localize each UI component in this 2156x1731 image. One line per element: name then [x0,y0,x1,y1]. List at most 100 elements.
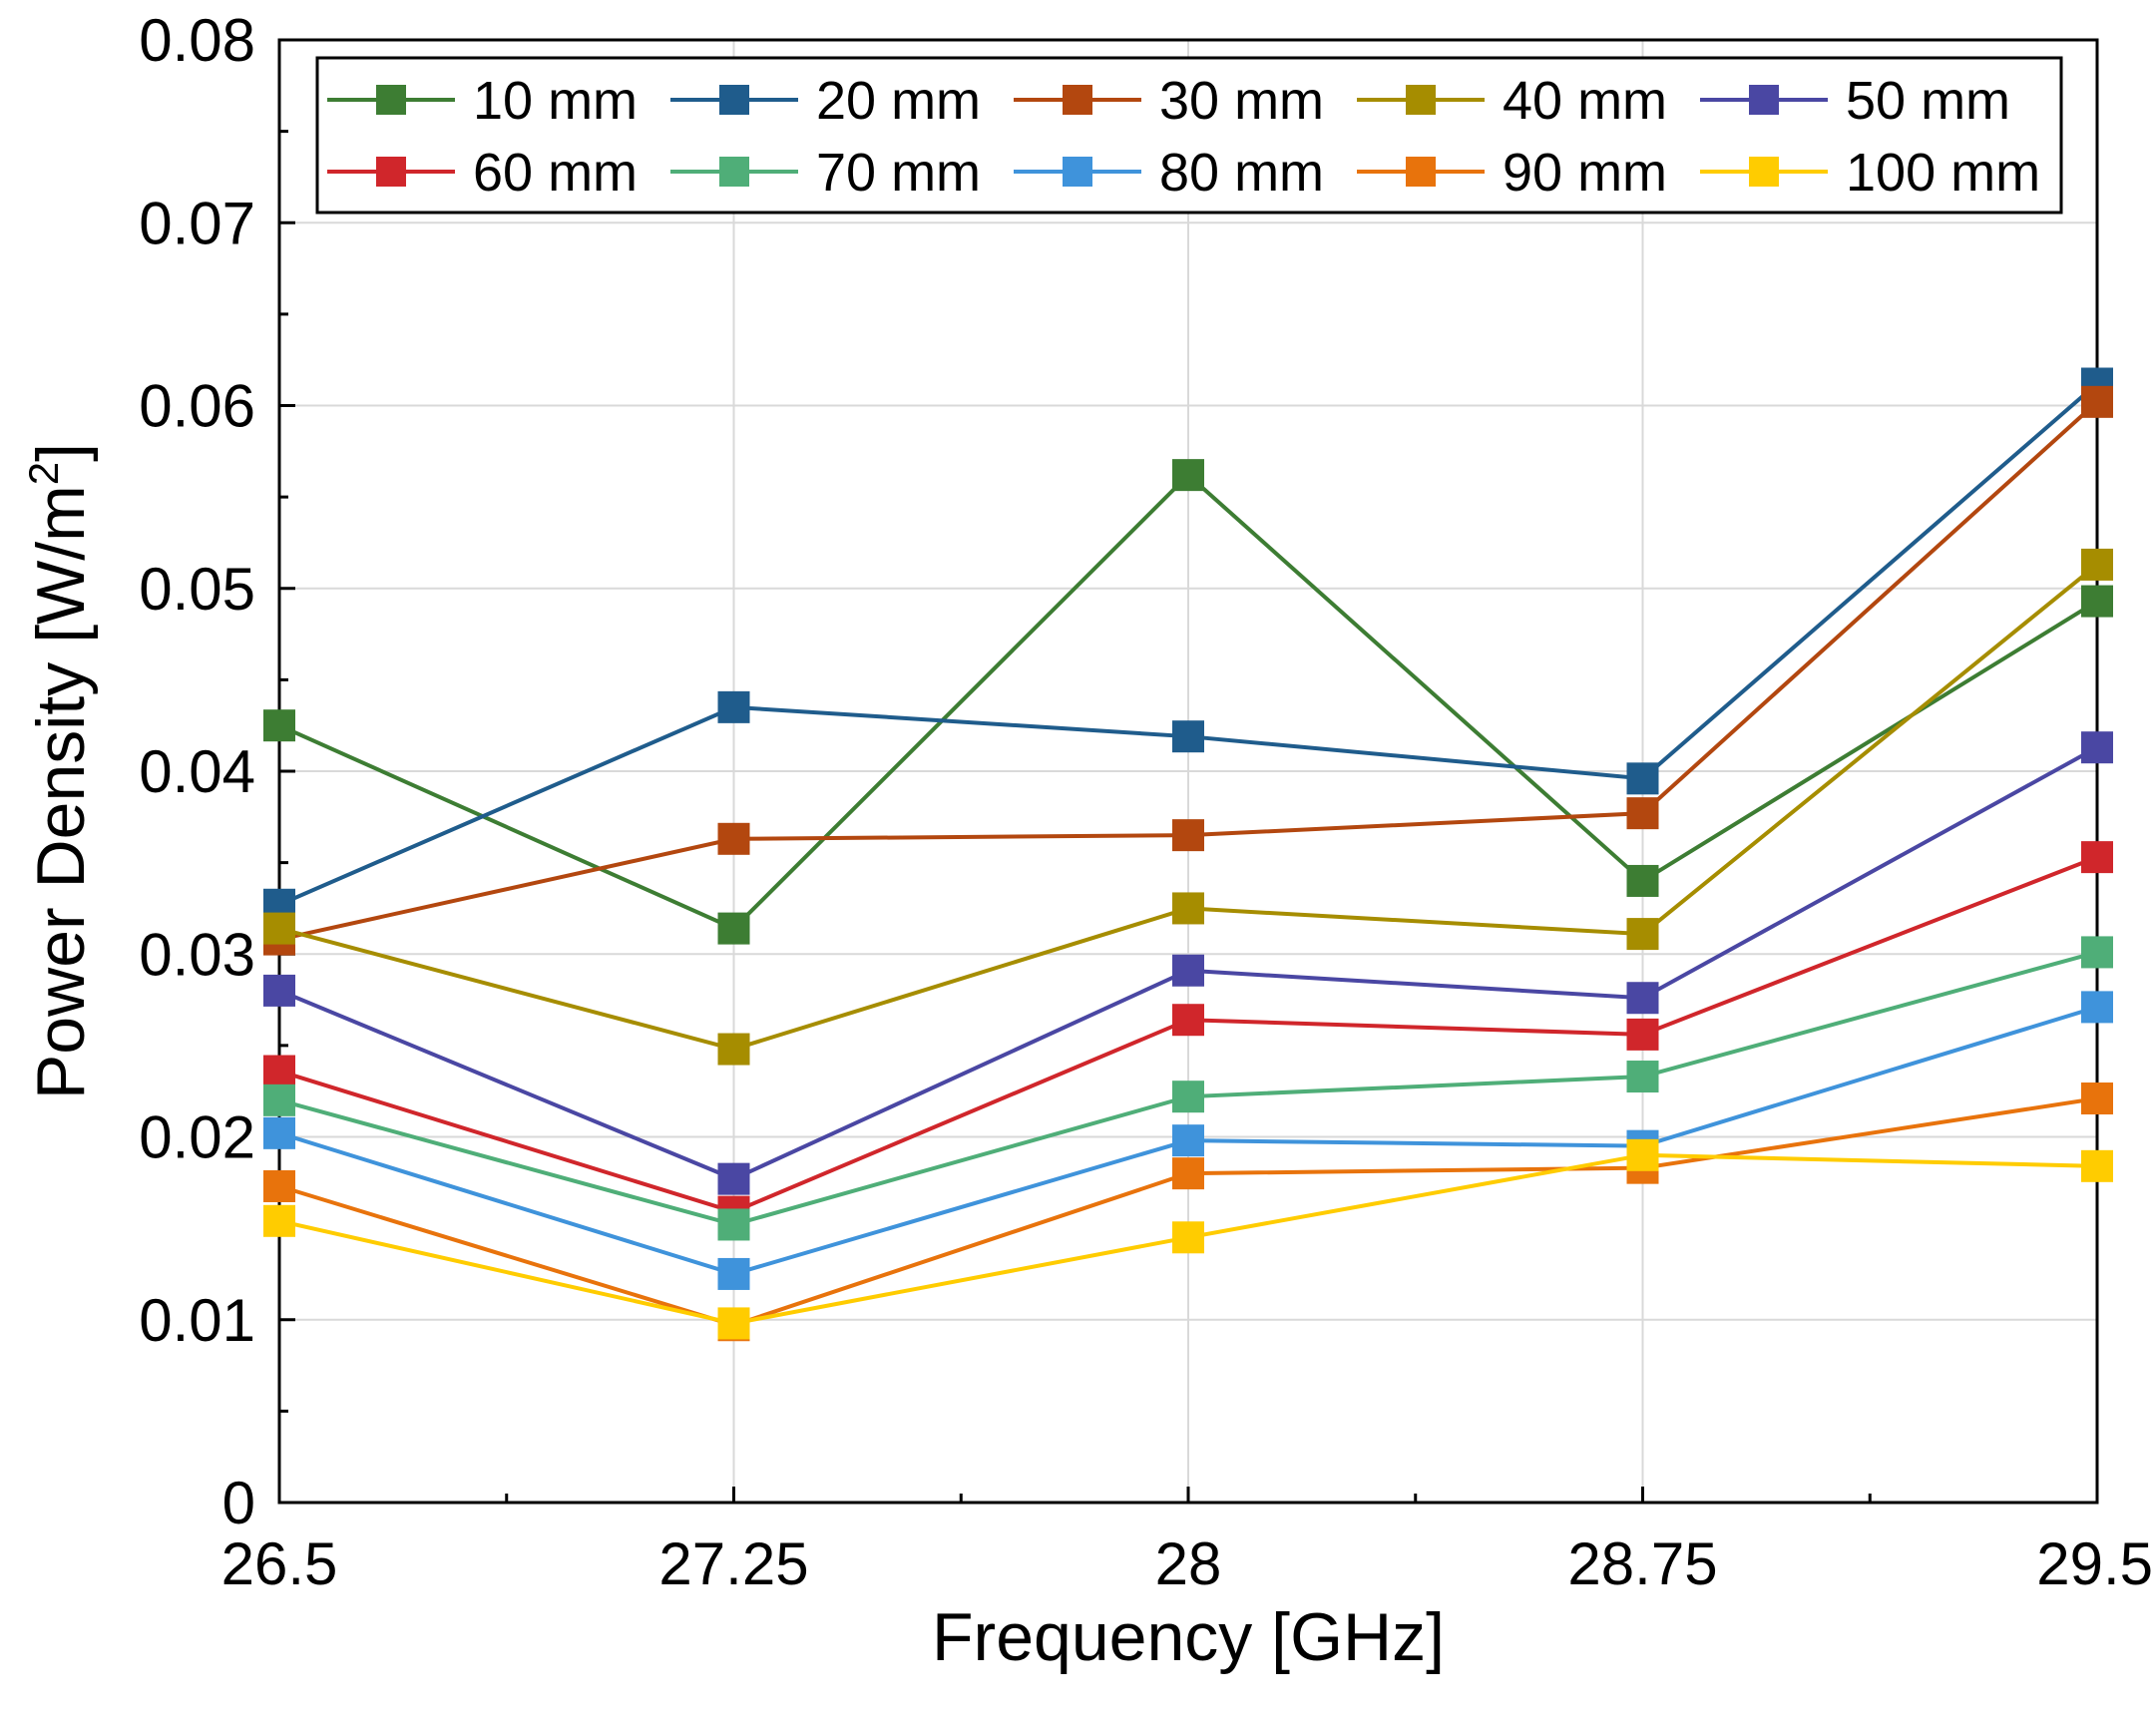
series-80-mm [263,991,2113,1290]
data-point [1172,1081,1204,1113]
y-tick-label: 0.01 [139,1287,255,1354]
legend-label: 80 mm [1159,143,1324,203]
x-tick-label: 27.25 [658,1530,808,1597]
data-point [263,1055,295,1087]
legend-swatch-marker [1063,85,1092,115]
data-point [263,709,295,742]
data-point [717,1307,750,1340]
legend-label: 10 mm [473,71,638,131]
data-point [1626,797,1659,830]
legend-swatch-marker [719,85,749,115]
x-tick-label: 29.5 [2036,1530,2153,1597]
data-point [717,1033,750,1066]
data-point [263,1083,295,1116]
y-tick-label: 0.04 [139,738,255,805]
data-point [263,1169,295,1202]
y-tick-label: 0.08 [139,7,255,74]
legend-label: 20 mm [816,71,981,131]
legend-swatch-marker [1406,157,1436,187]
legend-item: 40 mm [1357,71,1667,131]
legend-swatch-marker [719,157,749,187]
y-axis-title-superscript: 2 [20,462,67,485]
legend: 10 mm 20 mm 30 mm 40 mm 50 mm 60 mm 70 mm 80 mm… [315,56,2063,215]
data-point [263,974,295,1007]
data-point [1626,1018,1659,1051]
data-point [1172,459,1204,492]
data-point [2081,385,2113,418]
legend-label: 30 mm [1159,71,1324,131]
data-point [1172,819,1204,852]
x-tick-label: 26.5 [221,1530,338,1597]
series-100-mm [263,1138,2113,1340]
legend-label: 60 mm [473,143,638,203]
data-point [1172,1124,1204,1157]
x-axis-title: Frequency [GHz] [932,1599,1445,1675]
legend-item: 30 mm [1014,71,1324,131]
y-tick-label: 0.05 [139,556,255,623]
data-point [717,1162,750,1195]
series-70-mm [263,936,2113,1241]
data-point [2081,841,2113,874]
data-point [1626,982,1659,1015]
legend-swatch-marker [1063,157,1092,187]
legend-swatch-marker [376,85,406,115]
data-point [1626,1138,1659,1171]
series-10-mm [263,459,2113,945]
y-tick-label: 0.02 [139,1104,255,1171]
legend-item: 100 mm [1700,143,2040,203]
data-point [2081,991,2113,1024]
data-point [2081,1082,2113,1115]
legend-item: 10 mm [327,71,638,131]
data-point [2081,585,2113,618]
series-40-mm [263,548,2113,1066]
legend-box [315,56,2063,215]
data-point [717,822,750,855]
legend-label: 100 mm [1846,143,2040,203]
data-point [1626,1061,1659,1093]
legend-swatch-marker [376,157,406,187]
data-point [2081,936,2113,969]
data-point [717,912,750,945]
data-point [717,1208,750,1241]
y-axis-title: Power Density [W/m2] [20,443,99,1099]
data-point [1172,1221,1204,1254]
x-tick-label: 28 [1155,1530,1222,1597]
series-lines [263,367,2113,1342]
legend-label: 70 mm [816,143,981,203]
data-point [263,1116,295,1149]
legend-item: 60 mm [327,143,638,203]
legend-item: 20 mm [670,71,981,131]
legend-label: 90 mm [1503,143,1667,203]
data-point [1626,918,1659,951]
y-tick-label: 0 [222,1470,255,1536]
legend-label: 40 mm [1503,71,1667,131]
data-point [2081,1149,2113,1182]
legend-swatch-marker [1406,85,1436,115]
data-point [263,1204,295,1237]
y-axis-title-end: ] [23,443,99,462]
data-point [717,1257,750,1290]
legend-swatch-marker [1749,157,1779,187]
legend-label: 50 mm [1846,71,2010,131]
data-point [1172,720,1204,753]
data-point [1172,954,1204,987]
data-point [2081,548,2113,581]
x-tick-label: 28.75 [1567,1530,1717,1597]
series-50-mm [263,731,2113,1195]
legend-item: 90 mm [1357,143,1667,203]
y-tick-label: 0.07 [139,190,255,256]
y-tick-label: 0.03 [139,921,255,988]
data-point [263,912,295,945]
legend-swatch-marker [1749,85,1779,115]
data-point [1626,762,1659,795]
data-point [1626,864,1659,897]
y-tick-label: 0.06 [139,373,255,440]
legend-item: 70 mm [670,143,981,203]
y-axis-title-main: Power Density [W/m [23,485,99,1099]
data-point [717,690,750,723]
legend-item: 50 mm [1700,71,2010,131]
data-point [1172,1157,1204,1190]
data-point [1172,1004,1204,1037]
